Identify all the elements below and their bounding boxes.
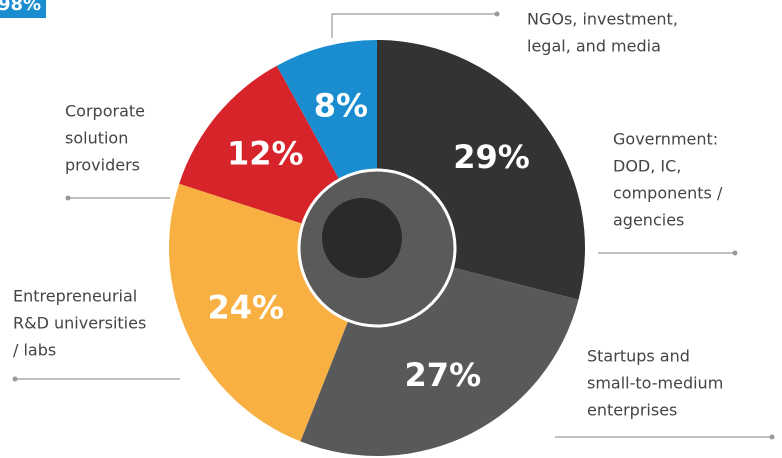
value-label: 29% xyxy=(453,138,530,176)
leader-line xyxy=(332,14,497,38)
category-label: Startups and xyxy=(587,347,690,366)
category-label: Corporate xyxy=(65,102,145,121)
category-label: components / xyxy=(613,184,723,203)
category-label: / labs xyxy=(13,341,56,360)
value-label: 24% xyxy=(208,289,285,327)
center-photo-shade xyxy=(322,198,402,278)
leader-dot xyxy=(733,251,738,256)
category-label: small-to-medium xyxy=(587,374,723,393)
category-label: agencies xyxy=(613,211,684,230)
badge-text: 98% xyxy=(0,0,41,15)
category-label: R&D universities xyxy=(13,314,146,333)
category-label: legal, and media xyxy=(527,37,661,56)
value-label: 12% xyxy=(227,135,304,173)
category-label: Government: xyxy=(613,130,718,149)
category-label: Entrepreneurial xyxy=(13,287,137,306)
category-label: solution xyxy=(65,129,128,148)
chart: 98% 29% 27% 24% 12% 8% Government: DOD, IC, com… xyxy=(0,0,782,458)
category-label: NGOs, investment, xyxy=(527,10,678,29)
category-label: providers xyxy=(65,156,140,175)
leader-dot xyxy=(770,435,775,440)
value-label: 27% xyxy=(405,356,482,394)
category-label: DOD, IC, xyxy=(613,157,681,176)
leader-dot xyxy=(66,196,71,201)
category-label: enterprises xyxy=(587,401,677,420)
leader-dot xyxy=(13,377,18,382)
leader-dot xyxy=(495,12,500,17)
value-label: 8% xyxy=(314,87,368,125)
